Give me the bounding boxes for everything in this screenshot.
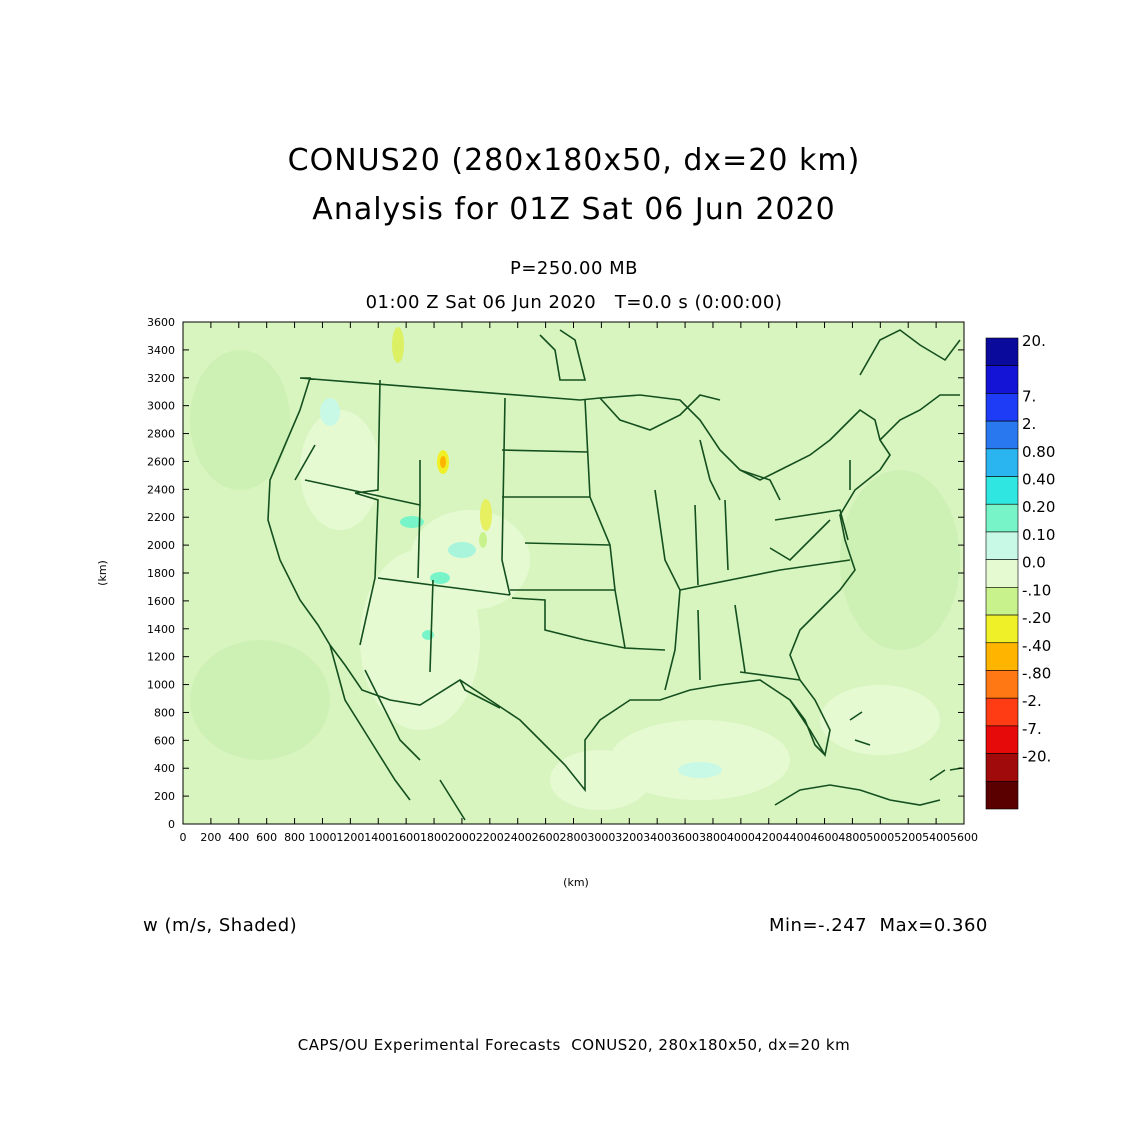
colorbar-label: -.80	[1022, 664, 1051, 682]
x-tick-label: 200	[200, 831, 221, 844]
valid-time: 01:00 Z Sat 06 Jun 2020 T=0.0 s (0:00:00…	[365, 292, 783, 313]
x-tick-label: 4600	[811, 831, 839, 844]
colorbar-swatch	[985, 753, 1019, 782]
x-tick-label: 3200	[615, 831, 643, 844]
x-tick-label: 3000	[587, 831, 615, 844]
colorbar-swatch	[985, 531, 1019, 560]
y-tick-label: 2400	[147, 483, 175, 496]
footer-credit: CAPS/OU Experimental Forecasts CONUS20, …	[297, 1036, 851, 1054]
colorbar-label: 0.40	[1022, 471, 1055, 489]
y-tick-label: 1000	[147, 679, 175, 692]
y-tick-label: 1400	[147, 623, 175, 636]
colorbar-label: 20.	[1022, 332, 1046, 350]
us-outline	[267, 377, 891, 793]
x-tick-label: 1400	[364, 831, 392, 844]
colorbar-swatch	[985, 476, 1019, 505]
x-tick-label: 2400	[504, 831, 532, 844]
y-tick-label: 200	[154, 790, 175, 803]
colorbar-swatch	[985, 503, 1019, 533]
y-tick-label: 0	[168, 818, 175, 831]
colorbar-swatch	[985, 559, 1019, 588]
y-tick-labels: 0 200 400 600 800 1000 1200 1400 1600 1800 2000 220…	[147, 316, 175, 831]
colorbar-label: -.20	[1022, 609, 1051, 627]
colorbar-swatch	[985, 614, 1019, 644]
y-tick-label: 600	[154, 734, 175, 747]
y-tick-label: 3400	[147, 344, 175, 357]
y-tick-label: 400	[154, 762, 175, 775]
y-tick-label: 3200	[147, 372, 175, 385]
colorbar-label: 0.0	[1022, 554, 1046, 572]
colorbar-swatch	[985, 393, 1019, 422]
colorbar-label: 0.10	[1022, 526, 1055, 544]
y-tick-label: 3000	[147, 400, 175, 413]
x-tick-label: 0	[180, 831, 187, 844]
colorbar-swatch	[985, 337, 1019, 367]
x-tick-label: 2000	[448, 831, 476, 844]
y-tick-label: 2800	[147, 428, 175, 441]
x-tick-label: 600	[256, 831, 277, 844]
colorbar-label: -7.	[1022, 720, 1042, 738]
colorbar-label: 7.	[1022, 387, 1036, 405]
x-tick-label: 1000	[308, 831, 336, 844]
x-tick-label: 1600	[392, 831, 420, 844]
colorbar-label: -20.	[1022, 748, 1051, 766]
title-line-2: Analysis for 01Z Sat 06 Jun 2020	[312, 192, 836, 227]
colorbar-label: 0.20	[1022, 498, 1055, 516]
x-tick-label: 1200	[336, 831, 364, 844]
x-tick-label: 4400	[783, 831, 811, 844]
colorbar-swatch	[985, 420, 1019, 450]
x-tick-label: 3600	[671, 831, 699, 844]
political-boundaries	[267, 329, 963, 821]
colorbar-swatch	[985, 697, 1019, 727]
x-tick-label: 4200	[755, 831, 783, 844]
x-tick-label: 2800	[560, 831, 588, 844]
x-tick-label: 5000	[866, 831, 894, 844]
x-tick-label: 3400	[643, 831, 671, 844]
x-axis-label: (km)	[563, 876, 589, 889]
x-tick-label: 4800	[838, 831, 866, 844]
colorbar: 20. 7. 2. 0.80 0.40 0.20 0.10 0.0 -.10 -.20 -.40 -.…	[985, 332, 1055, 810]
x-tick-label: 2200	[476, 831, 504, 844]
field-min-max: Min=-.247 Max=0.360	[769, 915, 988, 936]
y-tick-label: 2000	[147, 539, 175, 552]
x-tick-label: 4000	[727, 831, 755, 844]
y-tick-label: 2200	[147, 511, 175, 524]
colorbar-swatch	[985, 448, 1019, 477]
x-tick-label: 1800	[420, 831, 448, 844]
title-line-1: CONUS20 (280x180x50, dx=20 km)	[287, 143, 861, 178]
x-tick-label: 3800	[699, 831, 727, 844]
field-label: w (m/s, Shaded)	[143, 915, 298, 936]
axis-ticks	[182, 321, 965, 825]
colorbar-swatch	[985, 670, 1019, 699]
x-tick-label: 5600	[950, 831, 978, 844]
colorbar-label: -.10	[1022, 581, 1051, 599]
colorbar-label: 2.	[1022, 415, 1036, 433]
pressure-level: P=250.00 MB	[509, 258, 639, 279]
x-tick-label: 5200	[894, 831, 922, 844]
colorbar-swatch	[985, 780, 1019, 810]
x-tick-label: 400	[228, 831, 249, 844]
y-tick-label: 3600	[147, 316, 175, 329]
y-tick-label: 1200	[147, 651, 175, 664]
colorbar-label: -.40	[1022, 637, 1051, 655]
x-tick-label: 5400	[922, 831, 950, 844]
colorbar-label: 0.80	[1022, 443, 1055, 461]
x-tick-label: 800	[284, 831, 305, 844]
shaded-field	[190, 327, 960, 810]
colorbar-swatch	[985, 587, 1019, 616]
colorbar-label: -2.	[1022, 692, 1042, 710]
colorbar-swatch	[985, 642, 1019, 671]
colorbar-swatch	[985, 725, 1019, 754]
x-tick-labels: 0 200 400 600 800 1000 1200 1400 1600 1800 2000 220…	[180, 831, 979, 844]
y-tick-label: 1800	[147, 567, 175, 580]
y-tick-label: 800	[154, 706, 175, 719]
x-tick-label: 2600	[532, 831, 560, 844]
y-tick-label: 1600	[147, 595, 175, 608]
colorbar-swatch	[985, 365, 1019, 394]
y-axis-label: (km)	[96, 560, 109, 586]
y-tick-label: 2600	[147, 455, 175, 468]
